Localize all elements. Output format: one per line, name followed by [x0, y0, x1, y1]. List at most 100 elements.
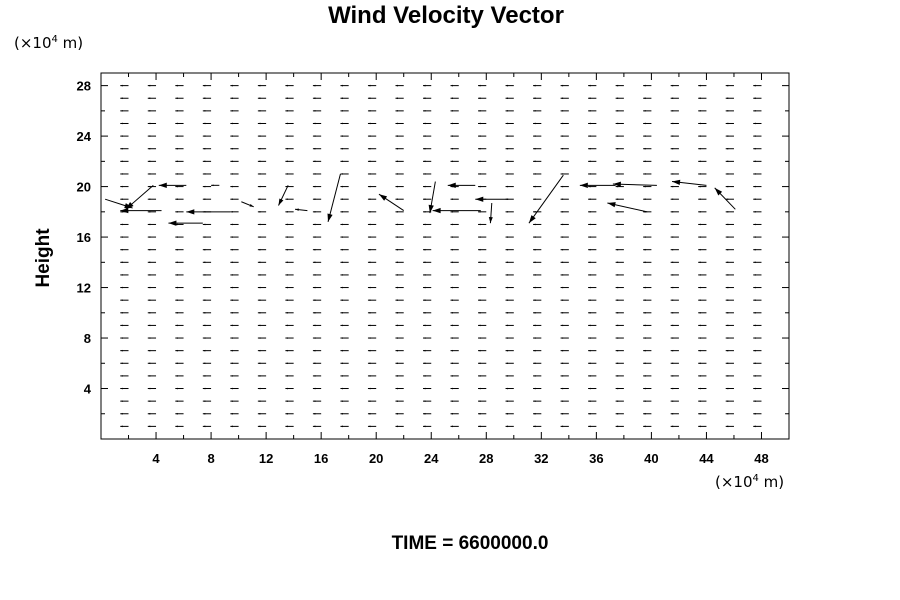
- vector-head: [211, 184, 214, 187]
- vector-head: [560, 387, 564, 390]
- vector-head: [230, 122, 233, 125]
- vector-head: [257, 173, 261, 175]
- vector-head: [285, 362, 288, 365]
- vector-head: [533, 387, 536, 390]
- vector-head: [257, 311, 261, 314]
- vector-head: [230, 425, 233, 428]
- vector-head: [450, 198, 454, 201]
- vector-head: [422, 286, 426, 289]
- vector-head: [202, 362, 206, 365]
- vector-head: [395, 236, 398, 238]
- vector-head: [340, 223, 343, 226]
- vector-head: [588, 349, 591, 352]
- vector-head: [753, 337, 756, 339]
- vector-head: [147, 198, 151, 201]
- y-unit-prefix: (×10: [14, 34, 52, 52]
- vector-head: [533, 135, 536, 137]
- vector-head: [615, 412, 619, 415]
- vector-head: [367, 173, 371, 175]
- vector-head: [257, 337, 261, 339]
- vector-head: [753, 274, 756, 276]
- vector-head: [257, 375, 261, 377]
- vector-head: [175, 400, 178, 402]
- y-unit-exponent: 4: [52, 34, 58, 45]
- x-tick-label: 4: [152, 451, 160, 466]
- vector-head: [147, 274, 151, 276]
- vector-head: [175, 223, 178, 226]
- vector-head: [643, 147, 646, 150]
- vector-head: [367, 412, 371, 415]
- vector-head: [120, 122, 123, 125]
- vector-head: [395, 375, 398, 377]
- vector-head: [285, 211, 288, 213]
- vector-head: [670, 425, 674, 428]
- vector-head: [367, 248, 371, 251]
- vector-head: [725, 400, 729, 402]
- vector-head: [753, 122, 756, 125]
- vector-head: [478, 337, 481, 339]
- x-tick-label: 32: [534, 451, 548, 466]
- vector-head: [698, 248, 701, 251]
- vector-field: [104, 84, 762, 428]
- chart-title: Wind Velocity Vector: [328, 2, 564, 29]
- vector-head: [533, 198, 536, 201]
- vector-head: [340, 236, 343, 238]
- vector-head: [560, 122, 564, 125]
- vector-head: [120, 362, 123, 365]
- x-tick-label: 40: [644, 451, 658, 466]
- vector-head: [120, 286, 123, 289]
- vector-head: [202, 84, 206, 87]
- vector-head: [175, 97, 178, 100]
- vector-head: [643, 160, 646, 163]
- vector-head: [340, 248, 343, 251]
- vector-head: [202, 223, 206, 226]
- vector-head: [230, 211, 233, 213]
- vector-head: [725, 299, 729, 301]
- vector-head: [285, 248, 288, 251]
- vector-head: [615, 122, 619, 125]
- vector-head: [533, 274, 536, 276]
- vector-head: [340, 147, 343, 150]
- vector-head: [725, 185, 729, 188]
- vector-head: [450, 110, 454, 112]
- vector-head: [670, 337, 674, 339]
- vector-head: [202, 122, 206, 125]
- vector-head: [285, 135, 288, 137]
- vector-head: [478, 286, 481, 289]
- vector-head: [672, 179, 681, 186]
- vector-head: [478, 311, 481, 314]
- vector-head: [588, 375, 591, 377]
- vector-head: [202, 425, 206, 428]
- y-tick-label: 12: [77, 281, 91, 296]
- vector-head: [285, 122, 288, 125]
- vector-head: [202, 324, 206, 327]
- vector-head: [588, 223, 591, 226]
- vector-head: [367, 324, 371, 327]
- vector-head: [147, 84, 151, 87]
- vector-head: [560, 198, 564, 201]
- vector-head: [753, 248, 756, 251]
- vector-head: [450, 236, 454, 238]
- vector-head: [367, 110, 371, 112]
- vector-head: [175, 337, 178, 339]
- vector-head: [478, 349, 481, 352]
- vector-head: [560, 362, 564, 365]
- vector-head: [285, 223, 288, 226]
- vector-head: [533, 223, 536, 226]
- vector-head: [257, 185, 261, 188]
- vector-head: [340, 425, 343, 428]
- vector-head: [312, 311, 316, 314]
- vector-head: [753, 211, 756, 213]
- vector-head: [120, 349, 123, 352]
- vector-head: [560, 248, 564, 251]
- vector-head: [505, 84, 509, 87]
- vector-head: [422, 211, 426, 213]
- y-tick-label: 4: [84, 382, 92, 397]
- vector-head: [725, 84, 729, 87]
- vector-head: [753, 362, 756, 365]
- vector-head: [367, 274, 371, 276]
- vector-head: [560, 173, 564, 175]
- vector-head: [175, 198, 178, 201]
- vector-head: [395, 349, 398, 352]
- vector-head: [478, 160, 481, 163]
